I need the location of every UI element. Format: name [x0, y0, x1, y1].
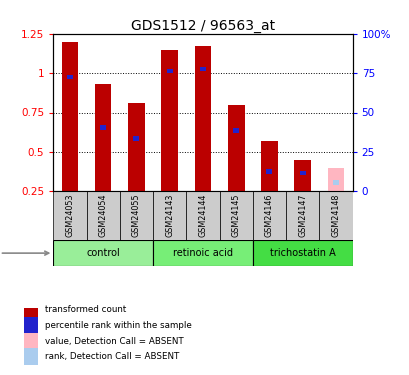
Text: GSM24143: GSM24143: [165, 194, 174, 237]
Text: transformed count: transformed count: [45, 305, 126, 314]
Text: GSM24055: GSM24055: [132, 194, 141, 237]
Bar: [61, 42, 78, 191]
Text: retinoic acid: retinoic acid: [173, 248, 232, 258]
Bar: [299, 171, 305, 176]
Bar: [285, 191, 319, 240]
Bar: [227, 105, 244, 191]
Bar: [252, 191, 285, 240]
Bar: [219, 191, 252, 240]
Bar: [24, 348, 38, 365]
Bar: [24, 302, 38, 318]
Bar: [332, 180, 338, 185]
Bar: [67, 75, 73, 79]
Bar: [233, 128, 238, 133]
Bar: [200, 67, 205, 71]
Bar: [53, 191, 86, 240]
Bar: [24, 317, 38, 334]
Bar: [327, 168, 344, 191]
Bar: [128, 103, 144, 191]
Bar: [86, 191, 119, 240]
Bar: [319, 191, 352, 240]
Bar: [94, 84, 111, 191]
Bar: [133, 136, 139, 141]
Bar: [294, 160, 310, 191]
Text: value, Detection Call = ABSENT: value, Detection Call = ABSENT: [45, 337, 184, 346]
Text: GSM24053: GSM24053: [65, 194, 74, 237]
Bar: [153, 191, 186, 240]
Bar: [194, 46, 211, 191]
Title: GDS1512 / 96563_at: GDS1512 / 96563_at: [130, 19, 274, 33]
Text: GSM24145: GSM24145: [231, 194, 240, 237]
Bar: [153, 240, 252, 266]
Text: percentile rank within the sample: percentile rank within the sample: [45, 321, 191, 330]
Text: agent: agent: [0, 248, 49, 258]
Text: GSM24146: GSM24146: [264, 194, 273, 237]
Text: GSM24144: GSM24144: [198, 194, 207, 237]
Bar: [261, 141, 277, 191]
Bar: [53, 240, 153, 266]
Bar: [100, 125, 106, 130]
Text: GSM24147: GSM24147: [297, 194, 306, 237]
Bar: [119, 191, 153, 240]
Bar: [24, 333, 38, 350]
Bar: [161, 50, 178, 191]
Text: trichostatin A: trichostatin A: [269, 248, 335, 258]
Text: control: control: [86, 248, 120, 258]
Bar: [166, 69, 172, 73]
Text: GSM24148: GSM24148: [330, 194, 339, 237]
Bar: [266, 170, 272, 174]
Text: rank, Detection Call = ABSENT: rank, Detection Call = ABSENT: [45, 352, 179, 361]
Bar: [252, 240, 352, 266]
Bar: [186, 191, 219, 240]
Text: GSM24054: GSM24054: [99, 194, 108, 237]
